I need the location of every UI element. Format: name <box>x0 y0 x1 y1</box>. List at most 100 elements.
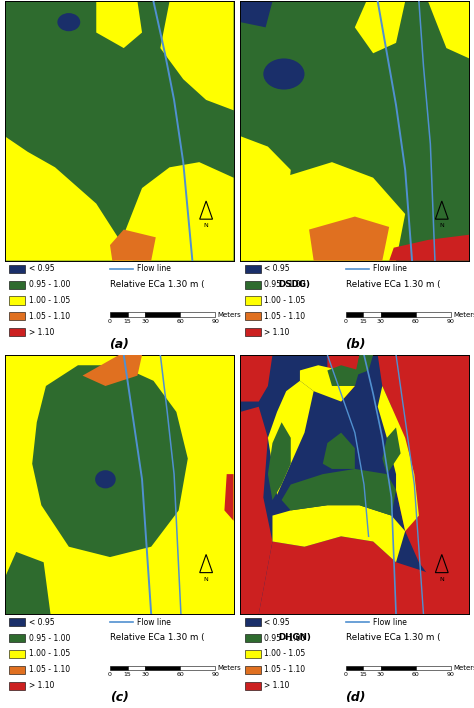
Text: Relative ECa 1.30 m (: Relative ECa 1.30 m ( <box>346 280 440 289</box>
Text: < 0.95: < 0.95 <box>264 617 290 627</box>
Text: (a): (a) <box>109 338 129 350</box>
Polygon shape <box>323 433 355 469</box>
Polygon shape <box>268 381 314 495</box>
Bar <box>245 312 261 321</box>
Polygon shape <box>5 136 133 261</box>
Text: 0.95 - 1.00: 0.95 - 1.00 <box>264 634 306 643</box>
Polygon shape <box>160 1 234 110</box>
Bar <box>381 312 416 317</box>
Text: Meters: Meters <box>218 312 241 318</box>
Text: Flow line: Flow line <box>373 264 407 273</box>
Text: 1.00 - 1.05: 1.00 - 1.05 <box>29 296 70 305</box>
Text: 0: 0 <box>344 672 347 677</box>
Text: > 1.10: > 1.10 <box>264 681 290 690</box>
Polygon shape <box>273 506 405 562</box>
Bar <box>128 666 145 670</box>
Text: 90: 90 <box>211 319 219 324</box>
Bar <box>346 666 363 670</box>
Text: 1.00 - 1.05: 1.00 - 1.05 <box>264 296 306 305</box>
Ellipse shape <box>57 13 80 31</box>
Bar <box>416 666 451 670</box>
Bar <box>381 666 416 670</box>
Text: 1.00 - 1.05: 1.00 - 1.05 <box>264 649 306 658</box>
Text: 30: 30 <box>141 672 149 677</box>
Bar <box>145 312 180 317</box>
Polygon shape <box>378 355 469 614</box>
Bar <box>9 280 25 289</box>
Bar <box>9 650 25 658</box>
Polygon shape <box>268 422 291 500</box>
Text: 0: 0 <box>108 672 112 677</box>
Polygon shape <box>383 428 401 474</box>
Text: 60: 60 <box>412 319 420 324</box>
Bar <box>110 666 128 670</box>
Text: N: N <box>439 223 444 228</box>
Polygon shape <box>282 469 396 515</box>
Text: Meters: Meters <box>453 312 474 318</box>
Bar <box>346 312 363 317</box>
Polygon shape <box>5 552 51 614</box>
Polygon shape <box>224 474 234 521</box>
Polygon shape <box>240 1 273 28</box>
Bar <box>110 312 128 317</box>
Polygon shape <box>300 365 355 401</box>
Polygon shape <box>378 386 419 531</box>
Text: 15: 15 <box>359 672 367 677</box>
Text: Relative ECa 1.30 m (: Relative ECa 1.30 m ( <box>110 280 204 289</box>
Text: (d): (d) <box>345 691 365 704</box>
Text: Flow line: Flow line <box>373 617 407 627</box>
Text: 30: 30 <box>377 319 385 324</box>
Text: N: N <box>204 576 209 581</box>
Text: (b): (b) <box>345 338 365 350</box>
Text: > 1.10: > 1.10 <box>29 328 54 337</box>
Polygon shape <box>240 162 405 261</box>
Text: (c): (c) <box>109 691 128 704</box>
Polygon shape <box>240 406 273 614</box>
Text: 15: 15 <box>124 672 131 677</box>
Bar <box>363 666 381 670</box>
Text: 15: 15 <box>359 319 367 324</box>
Text: Flow line: Flow line <box>137 264 171 273</box>
Polygon shape <box>32 365 188 557</box>
Polygon shape <box>110 229 156 261</box>
Text: 15: 15 <box>124 319 131 324</box>
Polygon shape <box>240 136 291 261</box>
Text: DSDG): DSDG) <box>278 280 310 289</box>
Text: 30: 30 <box>141 319 149 324</box>
Ellipse shape <box>264 59 304 89</box>
Bar <box>416 312 451 317</box>
Bar <box>245 682 261 690</box>
Bar <box>245 265 261 273</box>
Bar <box>128 312 145 317</box>
Polygon shape <box>115 162 234 261</box>
Polygon shape <box>328 355 359 401</box>
Bar <box>180 666 215 670</box>
Text: Flow line: Flow line <box>137 617 171 627</box>
Text: 1.05 - 1.10: 1.05 - 1.10 <box>264 666 306 674</box>
Text: < 0.95: < 0.95 <box>264 264 290 273</box>
Text: 60: 60 <box>176 319 184 324</box>
Text: 1.00 - 1.05: 1.00 - 1.05 <box>29 649 70 658</box>
Text: 0: 0 <box>344 319 347 324</box>
Text: 0.95 - 1.00: 0.95 - 1.00 <box>29 280 70 289</box>
Text: DHGN): DHGN) <box>278 633 311 642</box>
Text: Meters: Meters <box>453 665 474 671</box>
Text: Meters: Meters <box>218 665 241 671</box>
Bar <box>245 280 261 289</box>
Polygon shape <box>428 1 469 59</box>
Bar <box>9 666 25 674</box>
Text: 90: 90 <box>447 319 455 324</box>
Ellipse shape <box>95 470 116 489</box>
Text: Relative ECa 1.30 m (: Relative ECa 1.30 m ( <box>346 633 440 642</box>
Polygon shape <box>355 355 373 376</box>
Bar <box>245 650 261 658</box>
Polygon shape <box>240 355 273 401</box>
Text: 90: 90 <box>447 672 455 677</box>
Text: 1.05 - 1.10: 1.05 - 1.10 <box>264 312 306 321</box>
Text: > 1.10: > 1.10 <box>264 328 290 337</box>
Bar <box>9 682 25 690</box>
Text: < 0.95: < 0.95 <box>29 264 55 273</box>
Text: 30: 30 <box>377 672 385 677</box>
Polygon shape <box>389 235 469 261</box>
Text: 60: 60 <box>412 672 420 677</box>
